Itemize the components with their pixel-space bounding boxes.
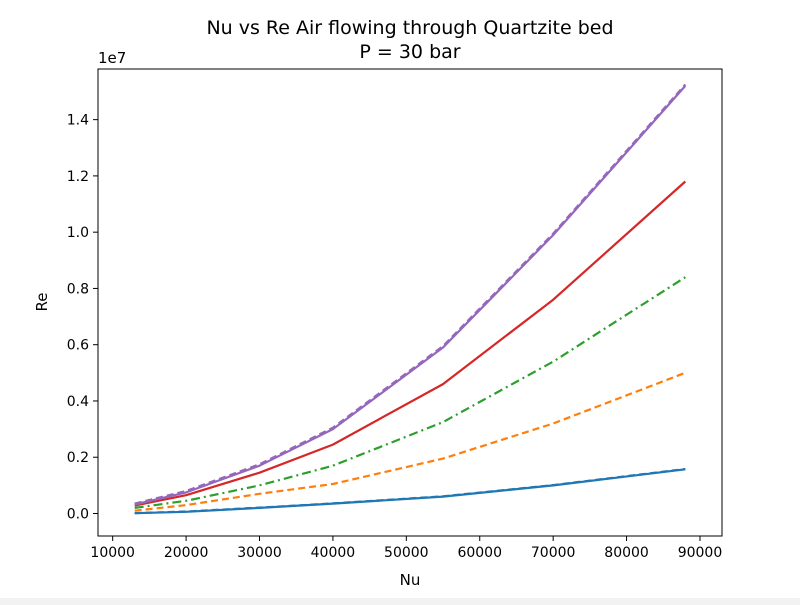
series-line-6 <box>134 85 687 506</box>
series-line-4 <box>134 276 686 509</box>
x-axis-label: Nu <box>400 571 421 589</box>
chart-title: Nu vs Re Air flowing through Quartzite b… <box>206 17 613 39</box>
x-tick-label: 60000 <box>457 545 502 561</box>
y-tick-label: 1.0 <box>67 225 89 241</box>
x-tick-label: 30000 <box>237 545 282 561</box>
y-tick-label: 0.6 <box>67 338 89 354</box>
x-tick-label: 70000 <box>531 545 576 561</box>
y-axis: 0.0 0.2 0.4 0.6 0.8 1.0 1.2 1.4 <box>67 113 98 522</box>
y-tick-label: 0.2 <box>67 450 89 466</box>
bottom-strip <box>0 598 800 605</box>
series-layer <box>134 83 687 515</box>
y-tick-label: 1.2 <box>67 169 89 185</box>
x-tick-label: 50000 <box>384 545 429 561</box>
x-tick-label: 20000 <box>164 545 209 561</box>
plot-frame <box>97 68 723 537</box>
x-tick-label: 10000 <box>90 545 135 561</box>
x-tick-label: 90000 <box>678 545 723 561</box>
series-line-1 <box>134 468 686 515</box>
x-tick-label: 80000 <box>604 545 649 561</box>
y-tick-label: 0.8 <box>67 281 89 297</box>
x-tick-label: 40000 <box>311 545 356 561</box>
series-line-3 <box>134 371 686 512</box>
y-tick-label: 0.4 <box>67 394 89 410</box>
series-line-2 <box>134 467 686 515</box>
y-axis-label: Re <box>33 293 51 312</box>
x-axis: 10000 20000 30000 40000 50000 60000 70000 80000… <box>90 536 722 561</box>
chart-subtitle: P = 30 bar <box>359 41 460 63</box>
y-tick-label: 1.4 <box>67 113 89 129</box>
series-line-7 <box>134 83 687 505</box>
y-tick-label: 0.0 <box>67 506 89 522</box>
y-offset-label: 1e7 <box>98 49 126 67</box>
series-line-5 <box>134 180 687 507</box>
